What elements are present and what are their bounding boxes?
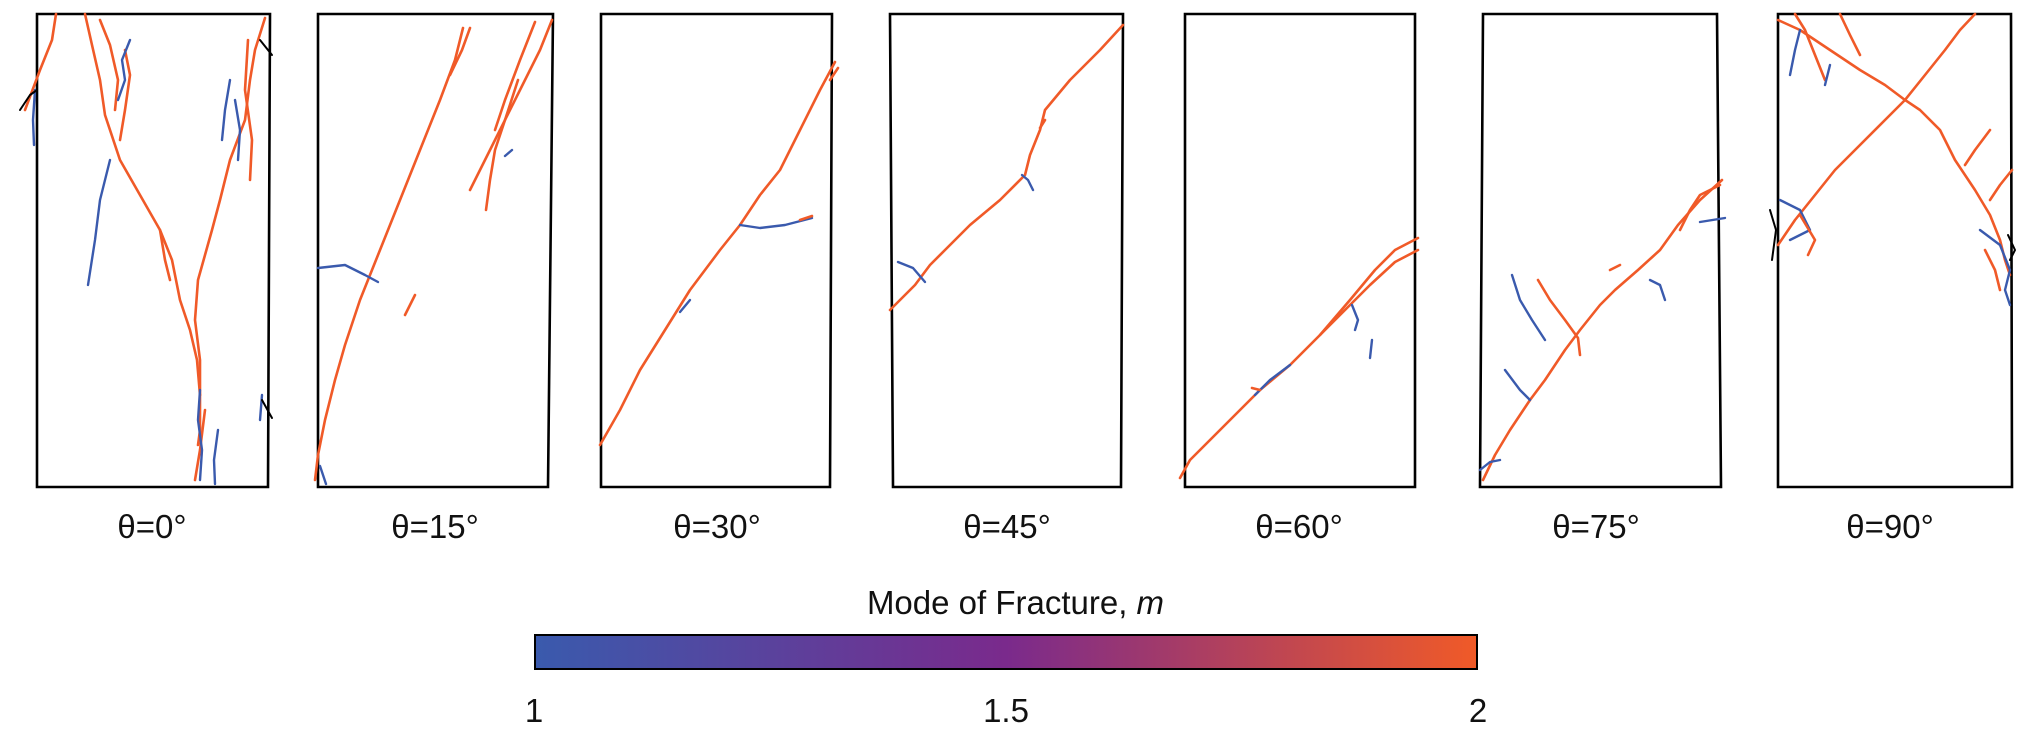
crack-90-branch-c [1963,128,1992,167]
frame-60 [1183,12,1417,489]
crack-15-blue-b [316,263,380,284]
crack-0-edge-a [19,89,38,111]
crack-90-blue-a [1788,28,1802,77]
crack-15-branch-b [448,26,472,77]
colorbar-title-variable: m [1136,584,1165,621]
frame-15 [316,12,555,489]
crack-90-blue-b [1823,63,1832,87]
fracture-panels [19,12,2016,489]
colorbar-gradient [534,634,1478,670]
panel-label-0: θ=0° [117,508,187,545]
colorbar-tick-min: 1 [524,692,544,729]
crack-15-blue-c [503,148,514,158]
crack-0-branch-b [118,48,132,142]
crack-0-edge-b [259,39,273,56]
crack-75-blue-a [1698,216,1727,224]
frame-45 [888,12,1125,489]
crack-30-blue-b [678,298,692,314]
crack-60-branch-a [1250,386,1262,392]
crack-15-right [468,18,554,192]
frame-0 [35,12,272,489]
crack-0-branch-a [98,18,120,112]
panel-label-15: θ=15° [391,508,479,545]
crack-0-branch-c [243,38,254,182]
crack-0-blue-f [196,388,204,482]
crack-90-branch-d [1988,168,2014,202]
crack-90-branch-b [1838,12,1862,57]
crack-0-main [83,12,202,397]
crack-0-right [193,16,267,397]
crack-90-edge-b [1769,209,1777,261]
crack-90-branch-f [1983,248,2002,292]
frame-75 [1478,12,1723,489]
crack-75-upper [1678,183,1722,232]
crack-0-blue-e [233,98,242,162]
crack-45-branch-a [1038,118,1047,130]
crack-75-branch-b [1608,263,1622,272]
crack-75-blue-e [1648,278,1667,302]
crack-60-upper [1318,248,1420,337]
crack-75-main [1481,178,1724,482]
crack-60-blue-c [1368,338,1374,360]
colorbar-title: Mode of Fracture, m [0,584,2031,622]
crack-90-branch-a [1793,12,1827,82]
crack-0-branch-d [158,228,172,282]
crack-30-tip [828,66,840,82]
crack-0-blue-g [212,428,220,486]
crack-0-blue-b [31,88,37,147]
crack-30-tip-b [798,214,814,222]
panel-label-90: θ=90° [1846,508,1934,545]
colorbar-tick-mid: 1.5 [983,692,1029,729]
crack-90-blue-d [1978,228,2012,307]
crack-60-blue-b [1350,303,1360,332]
crack-90-edge-a [2007,234,2016,261]
crack-75-blue-d [1478,458,1502,472]
crack-0-left-top [23,12,58,112]
panel-label-75: θ=75° [1552,508,1640,545]
crack-15-branch-d [403,293,417,317]
panel-label-30: θ=30° [673,508,761,545]
crack-15-branch-c [484,78,520,212]
frame-30 [599,12,834,489]
crack-15-branch-a [493,20,537,132]
panel-label-60: θ=60° [1255,508,1343,545]
crack-75-blue-b [1510,273,1547,342]
crack-75-branch-a [1536,278,1582,357]
crack-0-blue-h [258,393,264,422]
fracture-patterns-svg [19,12,2016,489]
crack-75-blue-c [1503,368,1532,402]
frame-90 [1776,12,2014,489]
panel-label-45: θ=45° [963,508,1051,545]
crack-0-blue-c [116,38,132,102]
crack-90-diag-b [1776,12,1977,247]
crack-45-main [888,23,1125,312]
crack-90-diag-a [1776,18,2012,277]
colorbar-title-text: Mode of Fracture, [866,584,1137,621]
crack-45-blue-a [1020,173,1035,192]
colorbar-tick-max: 2 [1468,692,1488,729]
crack-30-blue-branch [738,216,814,230]
crack-0-blue-a [86,158,112,287]
crack-0-bottom-right [193,408,207,482]
crack-45-blue-b [896,260,927,284]
crack-30-main [598,60,837,447]
crack-90-blue-c [1778,198,1812,242]
crack-0-edge-c [261,399,273,419]
crack-90-branch-e [1798,213,1817,257]
crack-15-blue-a [318,464,328,486]
crack-0-blue-d [220,78,232,142]
crack-15-main [313,26,465,482]
